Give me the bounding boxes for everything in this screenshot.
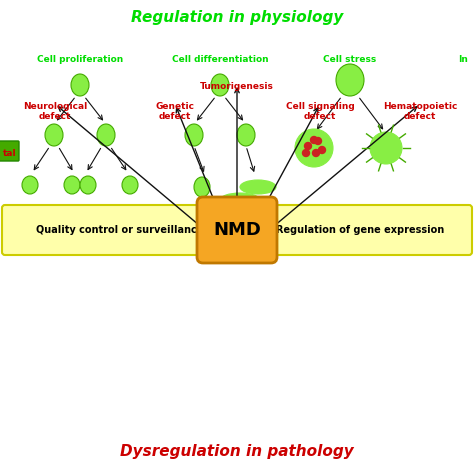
Text: Dysregulation in pathology: Dysregulation in pathology xyxy=(120,444,354,459)
Ellipse shape xyxy=(194,177,210,197)
Ellipse shape xyxy=(370,132,402,164)
Ellipse shape xyxy=(237,124,255,146)
FancyBboxPatch shape xyxy=(197,197,277,263)
FancyBboxPatch shape xyxy=(2,205,472,255)
Text: NMD: NMD xyxy=(213,221,261,239)
Text: Hematopoietic
defect: Hematopoietic defect xyxy=(383,102,457,121)
Ellipse shape xyxy=(211,74,229,96)
Text: Regulation in physiology: Regulation in physiology xyxy=(131,10,343,25)
Text: Cell proliferation: Cell proliferation xyxy=(37,55,123,64)
Ellipse shape xyxy=(122,176,138,194)
Ellipse shape xyxy=(315,137,321,145)
Text: Quality control or surveillance: Quality control or surveillance xyxy=(36,225,204,235)
Ellipse shape xyxy=(310,137,318,144)
Ellipse shape xyxy=(295,129,333,167)
Ellipse shape xyxy=(185,124,203,146)
Text: Regulation of gene expression: Regulation of gene expression xyxy=(276,225,444,235)
Ellipse shape xyxy=(220,193,260,207)
Ellipse shape xyxy=(45,124,63,146)
Text: In: In xyxy=(458,55,468,64)
Ellipse shape xyxy=(302,149,310,156)
Ellipse shape xyxy=(336,64,364,96)
Ellipse shape xyxy=(97,124,115,146)
Text: Neurological
defect: Neurological defect xyxy=(23,102,87,121)
Ellipse shape xyxy=(319,146,326,154)
Ellipse shape xyxy=(80,176,96,194)
Text: Genetic
defect: Genetic defect xyxy=(155,102,194,121)
Ellipse shape xyxy=(71,74,89,96)
FancyBboxPatch shape xyxy=(0,141,19,161)
Ellipse shape xyxy=(312,149,319,156)
Text: Tumorigenesis: Tumorigenesis xyxy=(200,82,274,91)
Ellipse shape xyxy=(304,143,311,149)
Text: Cell signaling
defect: Cell signaling defect xyxy=(286,102,355,121)
Ellipse shape xyxy=(64,176,80,194)
Text: Cell stress: Cell stress xyxy=(323,55,377,64)
Ellipse shape xyxy=(22,176,38,194)
Text: Cell differentiation: Cell differentiation xyxy=(172,55,268,64)
Text: tal: tal xyxy=(3,149,17,158)
Ellipse shape xyxy=(240,180,276,194)
